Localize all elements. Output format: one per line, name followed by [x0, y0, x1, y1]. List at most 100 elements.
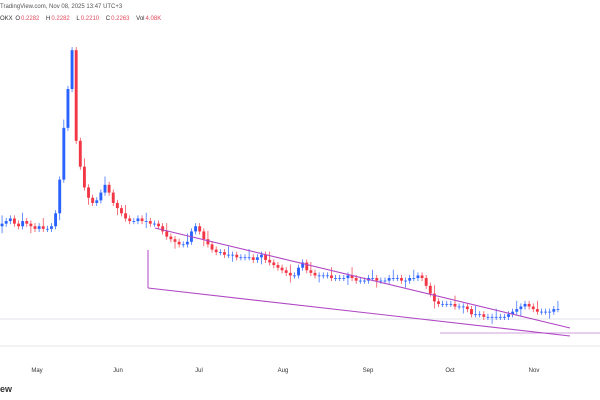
candle-body: [210, 244, 214, 250]
trendlines-layer: [147, 227, 571, 337]
candle-body: [45, 228, 49, 230]
candle: [383, 277, 387, 284]
candle: [268, 251, 272, 266]
candle: [165, 223, 169, 240]
candle: [120, 205, 123, 217]
candle-body: [437, 301, 440, 304]
candle-body: [243, 257, 247, 259]
candle-body: [198, 226, 202, 232]
candle: [78, 137, 82, 170]
candle-body: [74, 50, 78, 141]
volume-value: 4.08K: [145, 16, 162, 22]
candle: [227, 246, 230, 258]
candle-body: [461, 306, 465, 308]
candle-body: [169, 236, 173, 240]
candle: [12, 215, 16, 227]
candle-body: [556, 309, 560, 310]
x-tick-label: May: [31, 368, 42, 374]
candle-body: [148, 221, 152, 224]
candle-body: [346, 275, 350, 279]
candle-body: [511, 311, 515, 315]
candle-body: [185, 241, 189, 245]
candle-body: [288, 272, 292, 276]
candle: [338, 274, 342, 282]
candle-body: [140, 218, 144, 222]
open-label: O: [15, 16, 21, 22]
candle: [284, 267, 288, 276]
candle-body: [276, 265, 280, 268]
candle: [41, 217, 45, 232]
candle: [478, 311, 482, 318]
candle-body: [4, 221, 8, 224]
candle: [420, 272, 424, 282]
ohlc-line: OKX O0.2282 H0.2282 L0.2210 C0.2263 Vol4…: [0, 16, 166, 22]
candle-body: [445, 303, 449, 305]
candle: [498, 313, 502, 320]
candle-body: [54, 213, 58, 227]
candle-body: [470, 309, 473, 315]
candle-body: [107, 184, 111, 193]
candle: [33, 223, 37, 232]
candle-body: [350, 275, 354, 279]
candle-body: [272, 262, 276, 266]
candle-body: [194, 226, 198, 232]
candle-body: [103, 184, 107, 193]
candle: [218, 249, 222, 256]
candle-body: [383, 280, 387, 282]
candle: [251, 254, 255, 264]
candle: [157, 220, 160, 230]
candle: [412, 269, 416, 282]
candle: [544, 308, 548, 315]
candle: [173, 236, 177, 249]
candle: [144, 212, 148, 229]
candle-body: [432, 293, 436, 302]
candle-body: [494, 316, 498, 318]
candle-body: [334, 278, 338, 279]
candle: [408, 274, 412, 284]
candle-body: [222, 252, 226, 255]
candle-body: [535, 309, 539, 312]
x-axis: May Jun Jul Aug Sep Oct Nov: [31, 368, 539, 374]
candle: [288, 264, 292, 283]
candle-body: [82, 166, 86, 188]
candle-body: [25, 221, 29, 224]
candle: [432, 285, 436, 309]
candle-body: [321, 275, 325, 277]
candle: [358, 277, 362, 284]
candle-body: [29, 223, 33, 227]
candle-body: [400, 278, 403, 281]
low-label: L: [76, 16, 80, 22]
candle-body: [428, 285, 432, 294]
candle: [202, 228, 206, 247]
candle: [66, 85, 70, 131]
candle: [552, 306, 556, 315]
candle-body: [371, 278, 375, 279]
candle: [70, 47, 74, 93]
candle-body: [8, 218, 12, 222]
candle-body: [523, 303, 527, 307]
candle: [391, 269, 395, 282]
candle: [437, 298, 440, 308]
candle-body: [132, 221, 136, 222]
candle-body: [165, 231, 169, 237]
x-tick-label: Oct: [445, 368, 455, 374]
candle-body: [317, 275, 321, 277]
candle: [276, 261, 280, 271]
candle-body: [268, 259, 272, 263]
candle: [17, 220, 20, 230]
candle: [404, 277, 408, 288]
tradingview-logo-text: ew: [0, 384, 13, 394]
candle-body: [247, 257, 251, 259]
candle-body: [33, 226, 37, 229]
candle-body: [395, 278, 399, 279]
candle-body: [449, 303, 453, 305]
candle-body: [202, 231, 206, 240]
candle-body: [297, 267, 300, 276]
candle: [21, 212, 25, 230]
candle-body: [181, 244, 185, 246]
candle: [548, 308, 552, 319]
candle-body: [457, 306, 461, 308]
candle-body: [486, 316, 490, 318]
candle-body: [161, 226, 165, 232]
